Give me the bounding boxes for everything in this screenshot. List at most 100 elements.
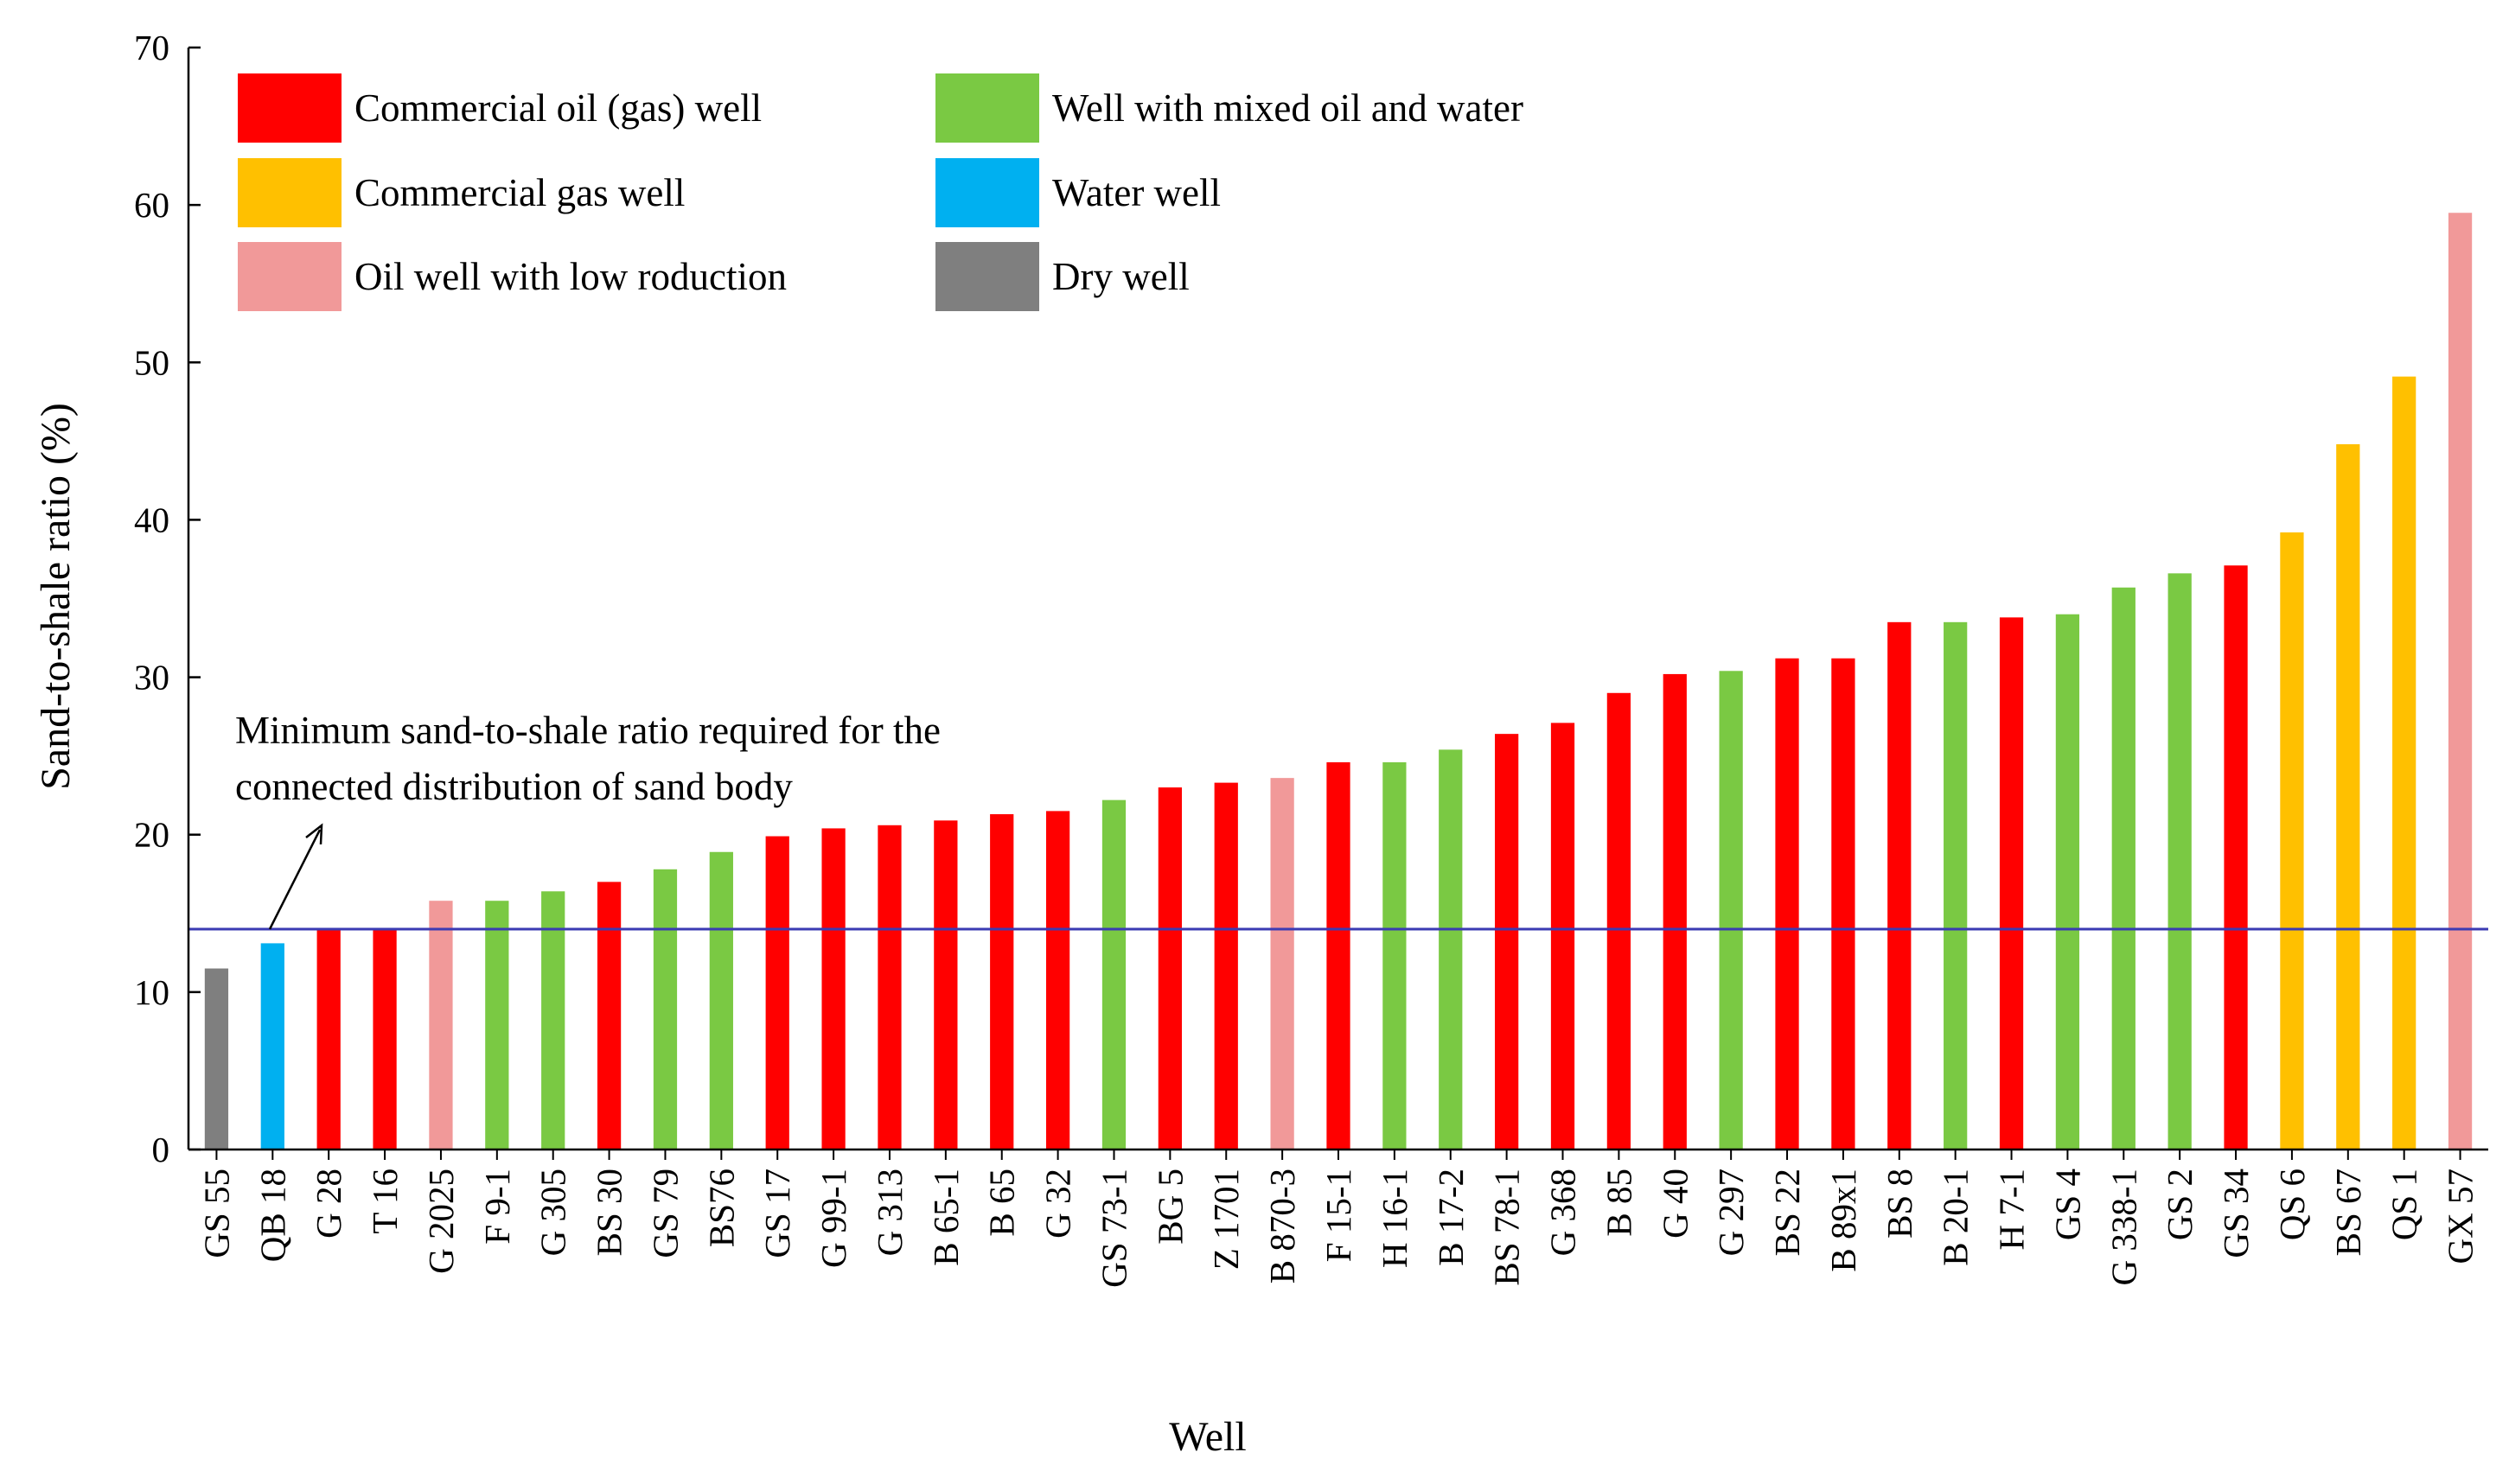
legend-label: Oil well with low roduction [354, 255, 787, 298]
y-tick-label: 30 [134, 658, 169, 697]
legend-swatch-dry [935, 242, 1039, 311]
bar-bs-67 [2336, 444, 2360, 1150]
threshold-annotation-line1: Minimum sand-to-shale ratio required for… [235, 709, 941, 752]
bar-f-15-1 [1326, 761, 1350, 1150]
x-tick-label: GS 55 [196, 1169, 236, 1258]
bar-qb-18 [260, 943, 284, 1150]
bar-b-17-2 [1439, 749, 1463, 1150]
x-tick-label: B 17-2 [1431, 1169, 1471, 1266]
bar-gs-17 [765, 836, 789, 1150]
bar-z-1701 [1214, 782, 1238, 1150]
x-tick-label: GX 57 [2441, 1169, 2480, 1264]
y-tick-label: 40 [134, 500, 169, 539]
bar-g-28 [316, 929, 341, 1150]
x-tick-label: H 7-1 [1992, 1169, 2032, 1251]
x-tick-label: BS 30 [590, 1169, 629, 1256]
legend-label: Dry well [1052, 255, 1190, 298]
bar-h-16-1 [1382, 761, 1407, 1150]
bar-b-20-1 [1944, 621, 1968, 1150]
threshold-annotation-line2: connected distribution of sand body [235, 765, 793, 808]
y-tick-label: 0 [152, 1130, 170, 1169]
bar-g-32 [1045, 811, 1070, 1150]
x-tick-label: BS 22 [1767, 1169, 1807, 1256]
legend-label: Well with mixed oil and water [1052, 86, 1523, 130]
legend-label: Water well [1052, 171, 1221, 214]
bar-qs-1 [2392, 376, 2416, 1150]
bar-bs-22 [1775, 658, 1799, 1150]
x-tick-label: G 338-1 [2104, 1169, 2143, 1286]
y-ticks-group: 0 10 20 30 40 50 60 70 [134, 28, 201, 1169]
y-axis-title: Sand-to-shale ratio (%) [33, 403, 79, 790]
x-tick-label: B 65 [982, 1169, 1022, 1237]
bar-h-7-1 [1999, 617, 2024, 1150]
x-axis-title: Well [1169, 1414, 1246, 1460]
x-tick-label: GS 79 [645, 1169, 685, 1258]
bar-bg-5 [1158, 787, 1182, 1150]
y-tick-label: 60 [134, 185, 169, 225]
bar-gs-73-1 [1101, 799, 1127, 1150]
x-tick-label: GS 73-1 [1094, 1169, 1133, 1288]
bar-g-297 [1719, 671, 1743, 1150]
y-tick-label: 70 [134, 28, 169, 67]
bar-g-2025 [429, 901, 453, 1150]
x-tick-label: T 16 [365, 1169, 405, 1234]
x-tick-label: B 89x1 [1823, 1169, 1863, 1272]
legend-swatch-water [935, 158, 1039, 227]
x-tick-label: GS 34 [2216, 1169, 2256, 1258]
bar-b-65-1 [934, 820, 958, 1150]
bar-gs-55 [204, 968, 229, 1150]
bar-gs-2 [2167, 573, 2192, 1150]
legend-swatch-commercial-oil-gas [238, 73, 342, 143]
x-tick-label: B 85 [1599, 1169, 1638, 1237]
y-tick-label: 10 [134, 972, 169, 1012]
bar-gx-57 [2448, 213, 2473, 1150]
bar-g-305 [541, 891, 565, 1150]
x-tick-label: G 305 [533, 1169, 573, 1256]
legend-label: Commercial oil (gas) well [354, 86, 762, 130]
x-tick-label: QS 6 [2272, 1169, 2312, 1240]
bar-g-40 [1663, 673, 1687, 1150]
y-tick-label: 50 [134, 342, 169, 382]
legend-swatch-commercial-gas [238, 158, 342, 227]
x-tick-label: G 297 [1711, 1169, 1751, 1256]
bar-g-338-1 [2111, 587, 2136, 1150]
x-tick-label: F 9-1 [477, 1169, 517, 1245]
legend-swatch-low-production [238, 242, 342, 311]
bar-bs76 [709, 851, 733, 1150]
x-tick-label: GS 17 [757, 1169, 797, 1258]
x-tick-label: G 368 [1543, 1169, 1583, 1256]
legend: Commercial oil (gas) well Well with mixed… [238, 73, 1523, 311]
bar-g-313 [878, 825, 902, 1150]
bar-f-9-1 [485, 901, 509, 1150]
x-tick-label: G 32 [1038, 1169, 1078, 1239]
bar-b-870-3 [1270, 778, 1294, 1150]
x-tick-label: BS 67 [2328, 1169, 2368, 1256]
x-tick-label: G 313 [870, 1169, 910, 1256]
legend-label: Commercial gas well [354, 171, 685, 214]
x-tick-label: GS 2 [2160, 1169, 2199, 1240]
bar-g-99-1 [821, 828, 846, 1150]
x-tick-label: BS 78-1 [1487, 1169, 1527, 1286]
x-tick-label: G 40 [1655, 1169, 1695, 1239]
bar-t-16 [373, 929, 397, 1150]
bar-bs-78-1 [1495, 734, 1519, 1150]
legend-swatch-mixed-oil-water [935, 73, 1039, 143]
bar-g-368 [1550, 723, 1575, 1150]
bars-group [204, 213, 2473, 1150]
x-tick-labels-group: GS 55 QB 18 G 28 T 16 G 2025 F 9-1 G 305 BS 30 G… [196, 1150, 2480, 1288]
bar-b-65 [990, 814, 1014, 1150]
bar-gs-34 [2224, 565, 2248, 1150]
y-tick-label: 20 [134, 815, 169, 855]
x-tick-label: QS 1 [2385, 1169, 2424, 1240]
x-tick-label: G 2025 [421, 1169, 461, 1274]
bar-bs-8 [1887, 621, 1912, 1150]
x-tick-label: F 15-1 [1318, 1169, 1358, 1262]
bar-gs-79 [653, 869, 678, 1150]
x-tick-label: BG 5 [1150, 1169, 1190, 1245]
x-tick-label: QB 18 [252, 1169, 292, 1262]
x-tick-label: H 16-1 [1375, 1169, 1414, 1268]
x-tick-label: B 20-1 [1936, 1169, 1976, 1266]
x-tick-label: B 65-1 [926, 1169, 966, 1266]
x-tick-label: G 28 [309, 1169, 348, 1239]
